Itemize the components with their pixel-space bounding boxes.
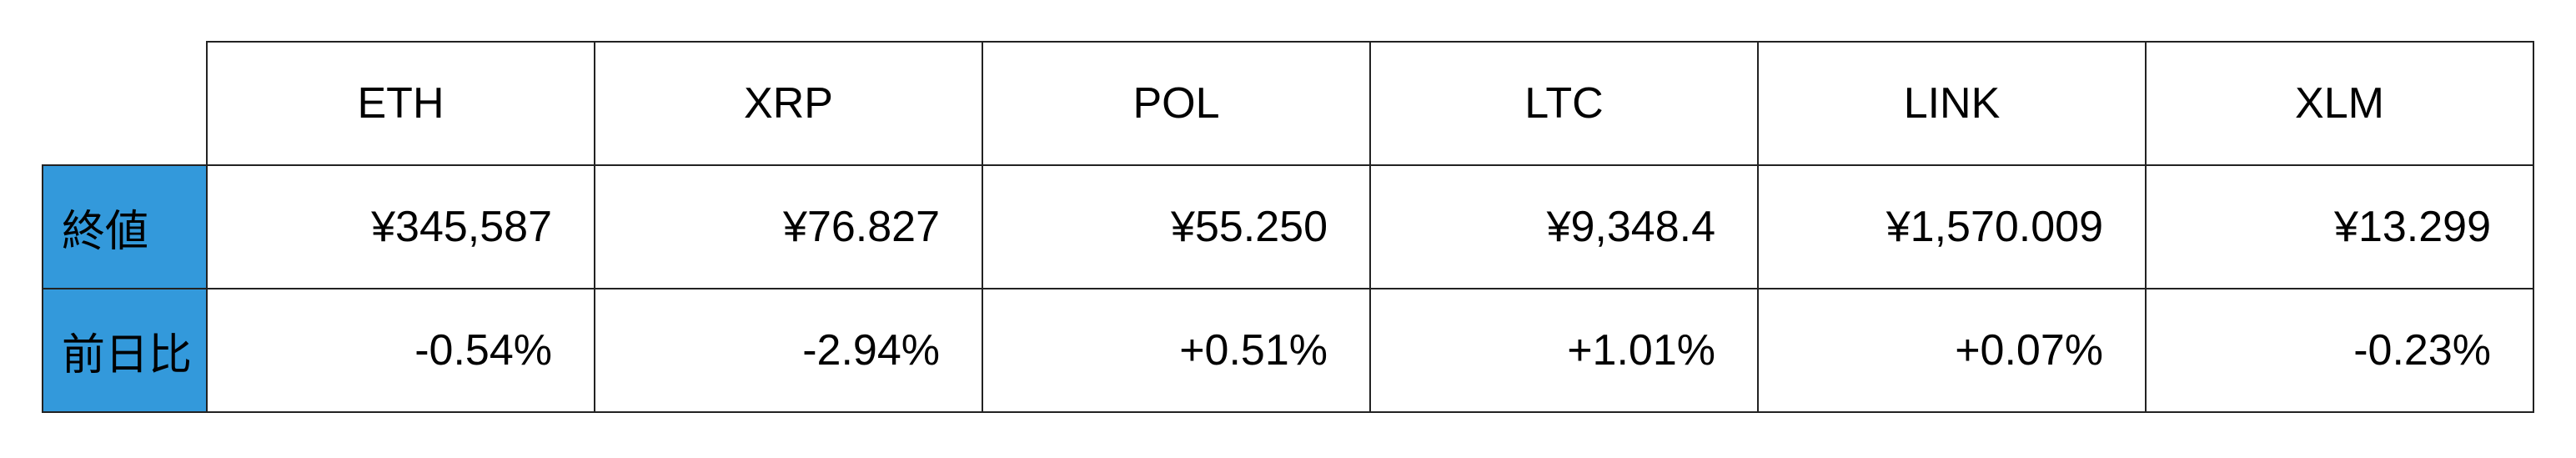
column-header-pol: POL [982,41,1371,166]
header-row: ETH XRP POL LTC LINK XLM [43,41,2534,166]
corner-cell [43,42,207,165]
close-xlm: ¥13.299 [2145,164,2534,289]
change-link: +0.07% [1757,288,2147,413]
row-label-close: 終値 [42,164,208,289]
close-eth: ¥345,587 [206,164,595,289]
close-pol: ¥55.250 [982,164,1371,289]
column-header-xrp: XRP [594,41,983,166]
change-xrp: -2.94% [594,288,983,413]
column-header-xlm: XLM [2145,41,2534,166]
close-xrp: ¥76.827 [594,164,983,289]
change-eth: -0.54% [206,288,595,413]
change-ltc: +1.01% [1369,288,1759,413]
table-row-close: 終値 ¥345,587 ¥76.827 ¥55.250 ¥9,348.4 ¥1,… [42,164,2534,289]
crypto-price-table: ETH XRP POL LTC LINK XLM 終値 ¥345,587 ¥76… [42,41,2534,413]
change-xlm: -0.23% [2145,288,2534,413]
column-header-link: LINK [1757,41,2147,166]
column-header-eth: ETH [206,41,595,166]
column-header-ltc: LTC [1369,41,1759,166]
row-label-change: 前日比 [42,288,208,413]
close-link: ¥1,570.009 [1757,164,2147,289]
change-pol: +0.51% [982,288,1371,413]
close-ltc: ¥9,348.4 [1369,164,1759,289]
table-row-change: 前日比 -0.54% -2.94% +0.51% +1.01% +0.07% -… [42,288,2534,413]
